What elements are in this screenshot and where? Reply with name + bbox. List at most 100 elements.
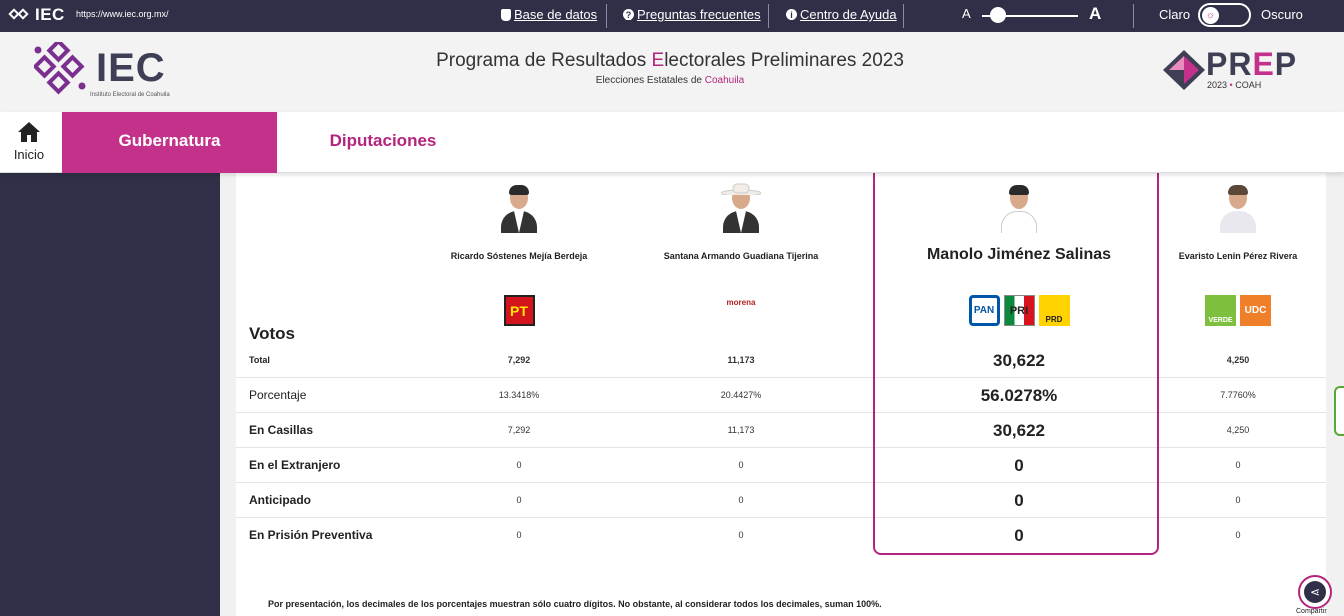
help-center-link-label: Centro de Ayuda: [800, 7, 897, 22]
row-label: En Prisión Preventiva: [249, 528, 373, 542]
tab-gubernatura[interactable]: Gubernatura: [62, 112, 277, 173]
pt-logo: PT: [503, 295, 535, 326]
morena-logo: morena: [726, 297, 756, 307]
candidate-name: Ricardo Sóstenes Mejía Berdeja: [450, 251, 588, 261]
font-size-large-label[interactable]: A: [1089, 4, 1102, 23]
site-url[interactable]: https://www.iec.org.mx/: [76, 9, 169, 19]
pan-logo: PAN: [968, 295, 1000, 326]
candidate-photo: [721, 183, 761, 233]
party-logos: VERDE UDC: [1158, 295, 1318, 326]
cell-value: 11,173: [727, 425, 755, 435]
candidate-photo: [1218, 183, 1258, 233]
iec-mark-icon: [8, 5, 32, 25]
row-label: En el Extranjero: [249, 458, 341, 472]
page-subtitle: Elecciones Estatales de Coahuila: [595, 75, 745, 86]
cell-value: 0: [738, 530, 744, 540]
cell-value: 0: [516, 530, 522, 540]
cell-value: 11,173: [727, 355, 755, 365]
cell-value: 0: [516, 460, 522, 470]
share-button[interactable]: ⋖: [1298, 575, 1332, 609]
side-panel-tab[interactable]: [1334, 386, 1344, 436]
cell-value: 4,250: [1226, 355, 1250, 365]
theme-toggle[interactable]: ☼: [1198, 3, 1251, 27]
divider: [1133, 4, 1134, 28]
database-icon: [501, 8, 511, 21]
candidate-column: Ricardo Sóstenes Mejía Berdeja: [436, 183, 602, 261]
faq-link[interactable]: ? Preguntas frecuentes: [623, 7, 761, 22]
divider: [606, 4, 607, 28]
cell-value: 20.4427%: [720, 390, 762, 400]
pri-logo: PRI: [1003, 295, 1035, 326]
share-icon: ⋖: [1304, 581, 1326, 603]
iec-logo-icon: [34, 42, 86, 95]
cell-value: 4,250: [1226, 425, 1250, 435]
candidate-photo: [499, 183, 539, 233]
candidate-photo: [999, 183, 1039, 233]
cell-value: 0: [738, 495, 744, 505]
candidate-column-winner: Manolo Jiménez Salinas: [876, 183, 1162, 264]
home-label: Inicio: [13, 147, 45, 162]
info-circle-icon: i: [786, 9, 797, 20]
cell-value: 0: [1014, 456, 1024, 475]
cell-value: 7.7760%: [1220, 390, 1256, 400]
sidebar: [0, 173, 220, 616]
font-size-slider[interactable]: [982, 15, 1078, 17]
row-label: Porcentaje: [249, 388, 307, 402]
home-button[interactable]: Inicio: [0, 112, 60, 173]
candidate-column: Santana Armando Guadiana Tijerina: [656, 183, 826, 261]
cell-value: 30,622: [993, 351, 1045, 370]
cell-value: 13.3418%: [498, 390, 540, 400]
font-size-slider-handle[interactable]: [990, 7, 1006, 23]
votes-title: Votos: [249, 324, 295, 343]
prep-logo-icon: [1163, 50, 1205, 90]
party-logos: PT: [436, 295, 602, 326]
share-label: Compartir: [1296, 608, 1327, 615]
page-title: Programa de Resultados Electorales Preli…: [436, 50, 904, 71]
cell-value: 30,622: [993, 421, 1045, 440]
iec-logo-text: IEC: [96, 46, 166, 90]
prep-logo-text: PREP: [1206, 46, 1298, 82]
theme-dark-label: Oscuro: [1261, 7, 1303, 22]
database-link[interactable]: Base de datos: [501, 7, 597, 22]
udc-logo: UDC: [1240, 295, 1271, 326]
table-row: Anticipado 0 0 0 0: [236, 483, 1326, 518]
cell-value: 0: [1235, 460, 1241, 470]
main-nav: Inicio Gubernatura Diputaciones: [0, 112, 1344, 173]
iec-logo-subtitle: Instituto Electoral de Coahuila: [90, 92, 170, 98]
verde-logo: VERDE: [1205, 295, 1236, 326]
divider: [768, 4, 769, 28]
table-row: En el Extranjero 0 0 0 0: [236, 448, 1326, 483]
database-link-label: Base de datos: [514, 7, 598, 22]
tab-diputaciones[interactable]: Diputaciones: [329, 131, 437, 150]
divider: [903, 4, 904, 28]
table-row: Total 7,292 11,173 30,622 4,250: [236, 343, 1326, 378]
question-circle-icon: ?: [623, 9, 634, 20]
main-content: Ricardo Sóstenes Mejía Berdeja PT Santan…: [220, 169, 1344, 616]
font-size-small-label[interactable]: A: [962, 6, 971, 21]
table-row: Porcentaje 13.3418% 20.4427% 56.0278% 7.…: [236, 378, 1326, 413]
cell-value: 0: [1235, 495, 1241, 505]
iec-small-logo[interactable]: IEC: [8, 5, 65, 25]
header: IEC Instituto Electoral de Coahuila Prog…: [0, 32, 1344, 112]
candidate-name: Santana Armando Guadiana Tijerina: [663, 251, 819, 261]
help-center-link[interactable]: i Centro de Ayuda: [786, 7, 897, 22]
cell-value: 7,292: [507, 355, 531, 365]
cell-value: 7,292: [507, 425, 531, 435]
top-bar: IEC https://www.iec.org.mx/ Base de dato…: [0, 0, 1344, 32]
theme-light-label: Claro: [1159, 7, 1191, 22]
cell-value: 0: [1235, 530, 1241, 540]
row-label: Total: [249, 355, 270, 365]
table-row: En Prisión Preventiva 0 0 0 0: [236, 518, 1326, 553]
candidate-column: Evaristo Lenin Pérez Rivera: [1158, 183, 1318, 261]
cell-value: 0: [1014, 491, 1024, 510]
sun-icon: ☼: [1202, 7, 1219, 24]
cell-value: 56.0278%: [980, 386, 1058, 405]
candidate-name: Manolo Jiménez Salinas: [926, 246, 1112, 263]
percentage-note: Por presentación, los decimales de los p…: [268, 599, 882, 609]
prd-logo: PRD: [1038, 295, 1070, 326]
iec-small-logo-text: IEC: [35, 5, 65, 24]
row-label: Anticipado: [249, 493, 311, 507]
row-label: En Casillas: [249, 423, 314, 437]
results-card: Ricardo Sóstenes Mejía Berdeja PT Santan…: [236, 169, 1326, 616]
cell-value: 0: [516, 495, 522, 505]
